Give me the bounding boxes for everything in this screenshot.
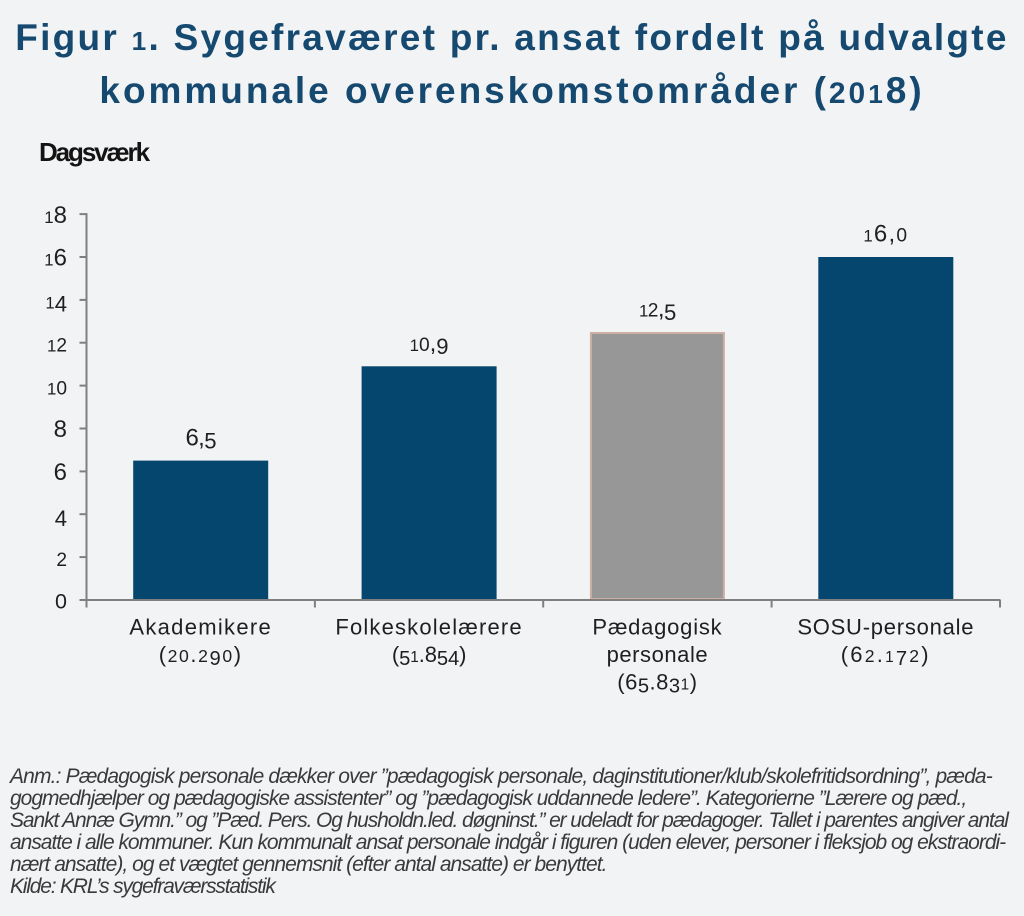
svg-text:2: 2 [56, 550, 67, 571]
svg-text:(65.831): (65.831) [617, 670, 697, 698]
svg-text:16,0: 16,0 [863, 221, 908, 248]
svg-text:18: 18 [44, 202, 67, 229]
svg-text:personale: personale [607, 642, 709, 667]
svg-text:6,5: 6,5 [185, 424, 216, 453]
svg-text:0: 0 [55, 590, 67, 614]
svg-text:(51.854): (51.854) [392, 642, 467, 670]
svg-text:6: 6 [54, 459, 67, 486]
svg-text:(20.290): (20.290) [159, 642, 243, 670]
svg-text:12: 12 [47, 335, 67, 356]
svg-text:SOSU-personale: SOSU-personale [797, 615, 974, 640]
svg-text:Folkeskolelærere: Folkeskolelærere [335, 615, 522, 640]
svg-text:14: 14 [45, 292, 67, 317]
svg-text:4: 4 [55, 506, 67, 531]
svg-text:Akademikere: Akademikere [129, 615, 272, 640]
svg-text:16: 16 [44, 245, 67, 272]
svg-text:12,5: 12,5 [639, 296, 676, 325]
svg-text:(62.172): (62.172) [841, 642, 931, 670]
svg-text:10: 10 [47, 378, 67, 399]
svg-text:8: 8 [54, 416, 67, 443]
svg-text:10,9: 10,9 [410, 330, 449, 359]
svg-text:Pædagogisk: Pædagogisk [592, 615, 722, 640]
